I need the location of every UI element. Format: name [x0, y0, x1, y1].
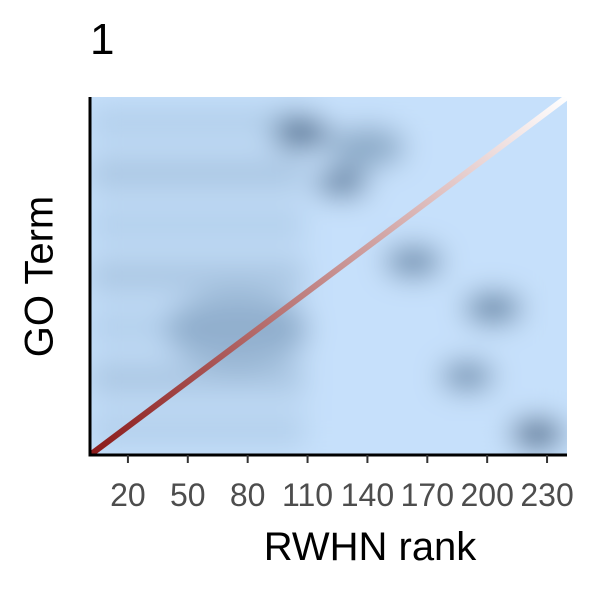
heat-hotspot: [315, 168, 368, 198]
x-tick-label: 80: [230, 477, 266, 513]
heat-hotspot: [272, 117, 331, 149]
panel-label: 1: [90, 15, 115, 64]
x-tick-label: 200: [460, 477, 513, 513]
x-axis-label: RWHN rank: [263, 525, 477, 569]
x-tick-label: 20: [110, 477, 146, 513]
diagonal-line: [90, 97, 567, 455]
x-tick-label: 110: [282, 477, 333, 513]
x-tick-label: 140: [341, 477, 394, 513]
heat-band: [90, 360, 305, 396]
heat-band: [90, 207, 305, 243]
heat-hotspot: [464, 292, 522, 324]
heat-hotspot: [440, 361, 494, 391]
heat-hotspot: [384, 246, 443, 278]
heat-hotspot: [165, 290, 310, 369]
heat-hotspot: [329, 126, 406, 168]
heat-band: [90, 105, 305, 141]
heat-band: [90, 258, 305, 294]
heat-band: [90, 156, 305, 192]
x-tick-label: 50: [170, 477, 206, 513]
x-tick-label: 230: [520, 477, 573, 513]
heat-hotspot: [510, 419, 564, 448]
x-tick-label: 170: [401, 477, 454, 513]
y-axis-label: GO Term: [17, 195, 62, 357]
